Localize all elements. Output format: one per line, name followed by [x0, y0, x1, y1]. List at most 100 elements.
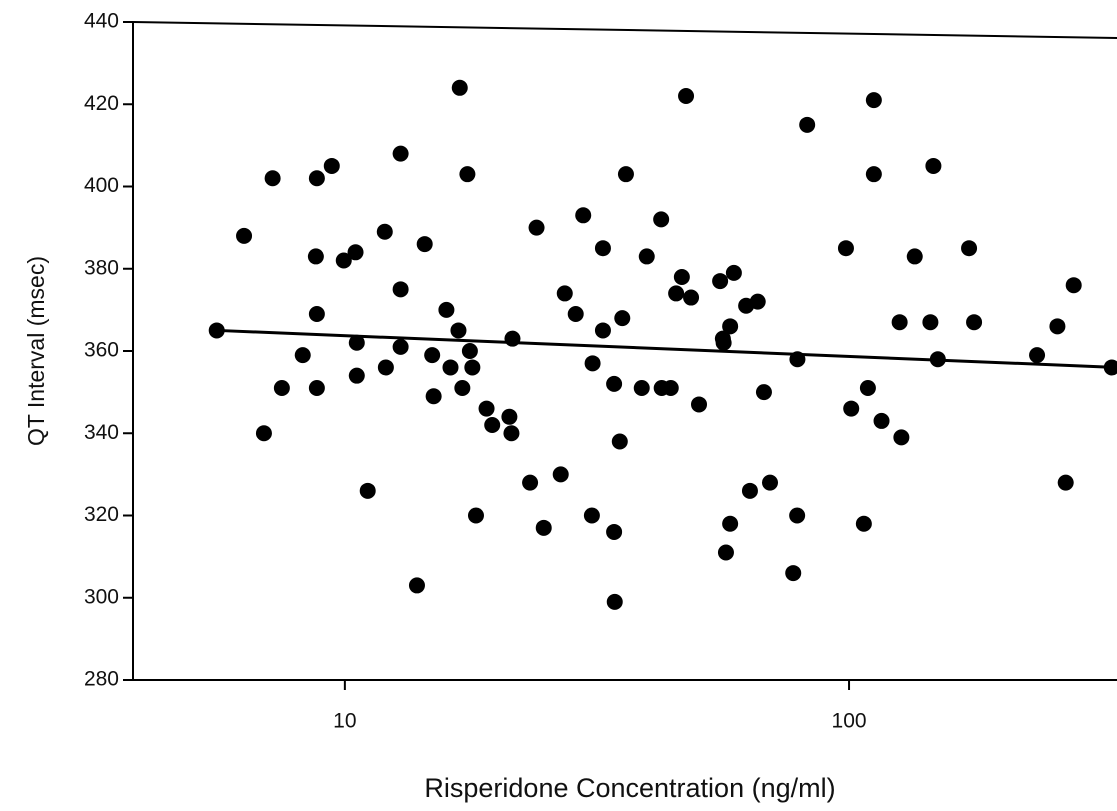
y-tick-label: 360 — [84, 339, 119, 362]
data-point — [484, 417, 501, 434]
data-point — [966, 314, 983, 331]
data-point — [535, 519, 552, 536]
x-tick-label: 10 — [333, 710, 356, 733]
data-point — [308, 305, 325, 322]
data-point — [873, 412, 890, 429]
data-point — [893, 429, 910, 446]
data-point — [673, 268, 690, 285]
data-point — [1057, 474, 1074, 491]
data-point — [236, 227, 253, 244]
data-point — [392, 145, 409, 162]
data-point — [617, 166, 634, 183]
data-point — [575, 207, 592, 224]
data-point — [264, 170, 281, 187]
data-point — [606, 375, 623, 392]
y-tick-label: 440 — [84, 10, 119, 33]
y-tick-label: 420 — [84, 92, 119, 115]
data-point — [255, 425, 272, 442]
data-point — [925, 157, 942, 174]
data-point — [594, 322, 611, 339]
data-point — [438, 301, 455, 318]
data-point — [583, 507, 600, 524]
y-axis-title: QT Interval (msec) — [23, 256, 49, 446]
data-point — [308, 170, 325, 187]
data-point — [638, 248, 655, 265]
data-point — [584, 355, 601, 372]
data-point — [717, 544, 734, 561]
data-point — [843, 400, 860, 417]
data-point — [308, 380, 325, 397]
y-tick-label: 380 — [84, 256, 119, 279]
data-point — [799, 116, 816, 133]
data-point — [464, 359, 481, 376]
data-point — [594, 240, 611, 257]
data-point — [789, 507, 806, 524]
y-tick-label: 300 — [84, 585, 119, 608]
data-point — [348, 334, 365, 351]
data-point — [749, 293, 766, 310]
data-point — [691, 396, 708, 413]
x-tick-label: 100 — [832, 710, 867, 733]
data-point — [891, 314, 908, 331]
data-point — [662, 380, 679, 397]
data-point — [461, 343, 478, 359]
data-point — [922, 314, 939, 331]
data-point — [501, 408, 518, 425]
data-point — [408, 577, 425, 594]
y-tick-label: 320 — [84, 503, 119, 526]
data-point — [376, 223, 393, 240]
data-point — [478, 400, 495, 417]
data-point — [459, 166, 476, 183]
data-point — [294, 347, 311, 364]
data-point — [678, 88, 695, 105]
data-point — [859, 380, 876, 397]
data-point — [528, 219, 545, 236]
data-point — [392, 281, 409, 298]
data-point — [567, 305, 584, 322]
data-point — [392, 338, 409, 355]
data-point — [1049, 318, 1066, 335]
data-point — [961, 240, 978, 257]
data-point — [454, 380, 471, 397]
data-point — [442, 359, 459, 376]
x-axis-title: Risperidone Concentration (ng/ml) — [424, 773, 835, 803]
data-point — [755, 384, 772, 401]
data-point — [1029, 347, 1046, 364]
data-point — [722, 515, 739, 532]
data-point — [906, 248, 923, 265]
data-point — [855, 515, 872, 532]
y-tick-label: 280 — [84, 668, 119, 691]
data-point — [323, 157, 340, 174]
data-point — [722, 318, 739, 335]
data-point — [451, 79, 468, 96]
data-point — [450, 322, 467, 339]
data-point — [614, 310, 631, 327]
data-point — [653, 211, 670, 228]
data-point — [416, 236, 433, 253]
data-point — [335, 252, 352, 269]
data-point — [606, 523, 623, 540]
data-point — [715, 334, 732, 351]
data-point — [762, 474, 779, 491]
data-point — [556, 285, 573, 302]
data-point — [865, 92, 882, 109]
data-point — [348, 367, 365, 384]
data-point — [1065, 277, 1082, 294]
data-point — [633, 380, 650, 397]
data-point — [683, 289, 700, 306]
data-point — [668, 285, 685, 302]
y-tick-label: 340 — [84, 421, 119, 444]
axis-line — [132, 21, 1117, 39]
trend-line — [217, 328, 1117, 369]
data-point — [611, 433, 628, 450]
data-point — [712, 273, 729, 290]
data-point — [552, 466, 569, 483]
data-point — [467, 507, 484, 524]
data-point — [307, 248, 324, 265]
data-point — [741, 482, 758, 499]
data-point — [273, 380, 290, 397]
data-point — [503, 425, 520, 442]
data-point — [208, 322, 225, 339]
data-point — [522, 474, 539, 491]
